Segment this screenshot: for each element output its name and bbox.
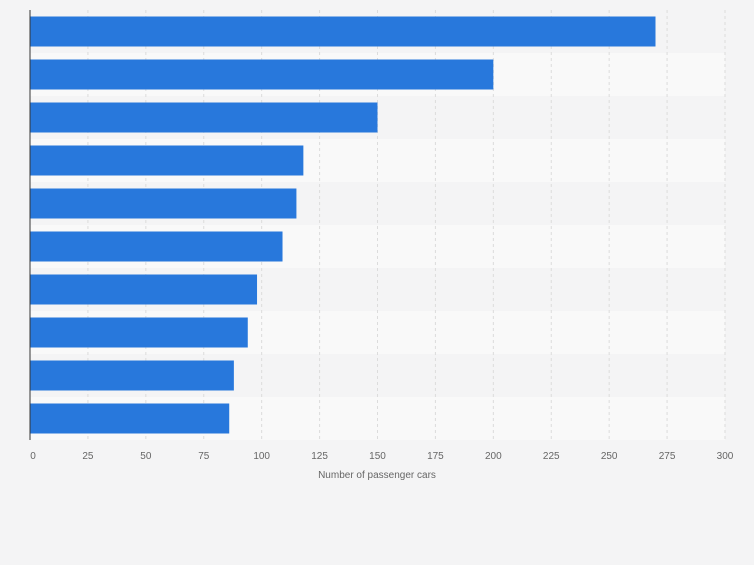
bar — [30, 231, 283, 262]
x-tick-label: 200 — [485, 451, 502, 462]
bar — [30, 360, 234, 391]
bar — [30, 59, 494, 90]
x-tick-label: 225 — [543, 451, 560, 462]
bar — [30, 317, 248, 348]
x-tick-label: 150 — [369, 451, 386, 462]
x-tick-label: 300 — [717, 451, 734, 462]
x-tick-label: 75 — [198, 451, 210, 462]
bar — [30, 403, 230, 434]
x-tick-labels: 0 25 50 75 100 125 150 175 200 225 250 275 300 — [30, 451, 734, 462]
bars — [30, 16, 656, 434]
x-tick-label: 175 — [427, 451, 444, 462]
x-tick-label: 25 — [82, 451, 94, 462]
x-axis-label: Number of passenger cars — [318, 470, 436, 481]
x-tick-label: 100 — [253, 451, 270, 462]
bar — [30, 102, 378, 133]
x-tick-label: 50 — [140, 451, 152, 462]
bar — [30, 274, 258, 305]
bar — [30, 16, 656, 47]
x-tick-label: 125 — [311, 451, 328, 462]
x-tick-label: 250 — [601, 451, 618, 462]
x-tick-label: 0 — [30, 451, 36, 462]
bar — [30, 188, 297, 219]
x-tick-label: 275 — [659, 451, 676, 462]
bar — [30, 145, 304, 176]
